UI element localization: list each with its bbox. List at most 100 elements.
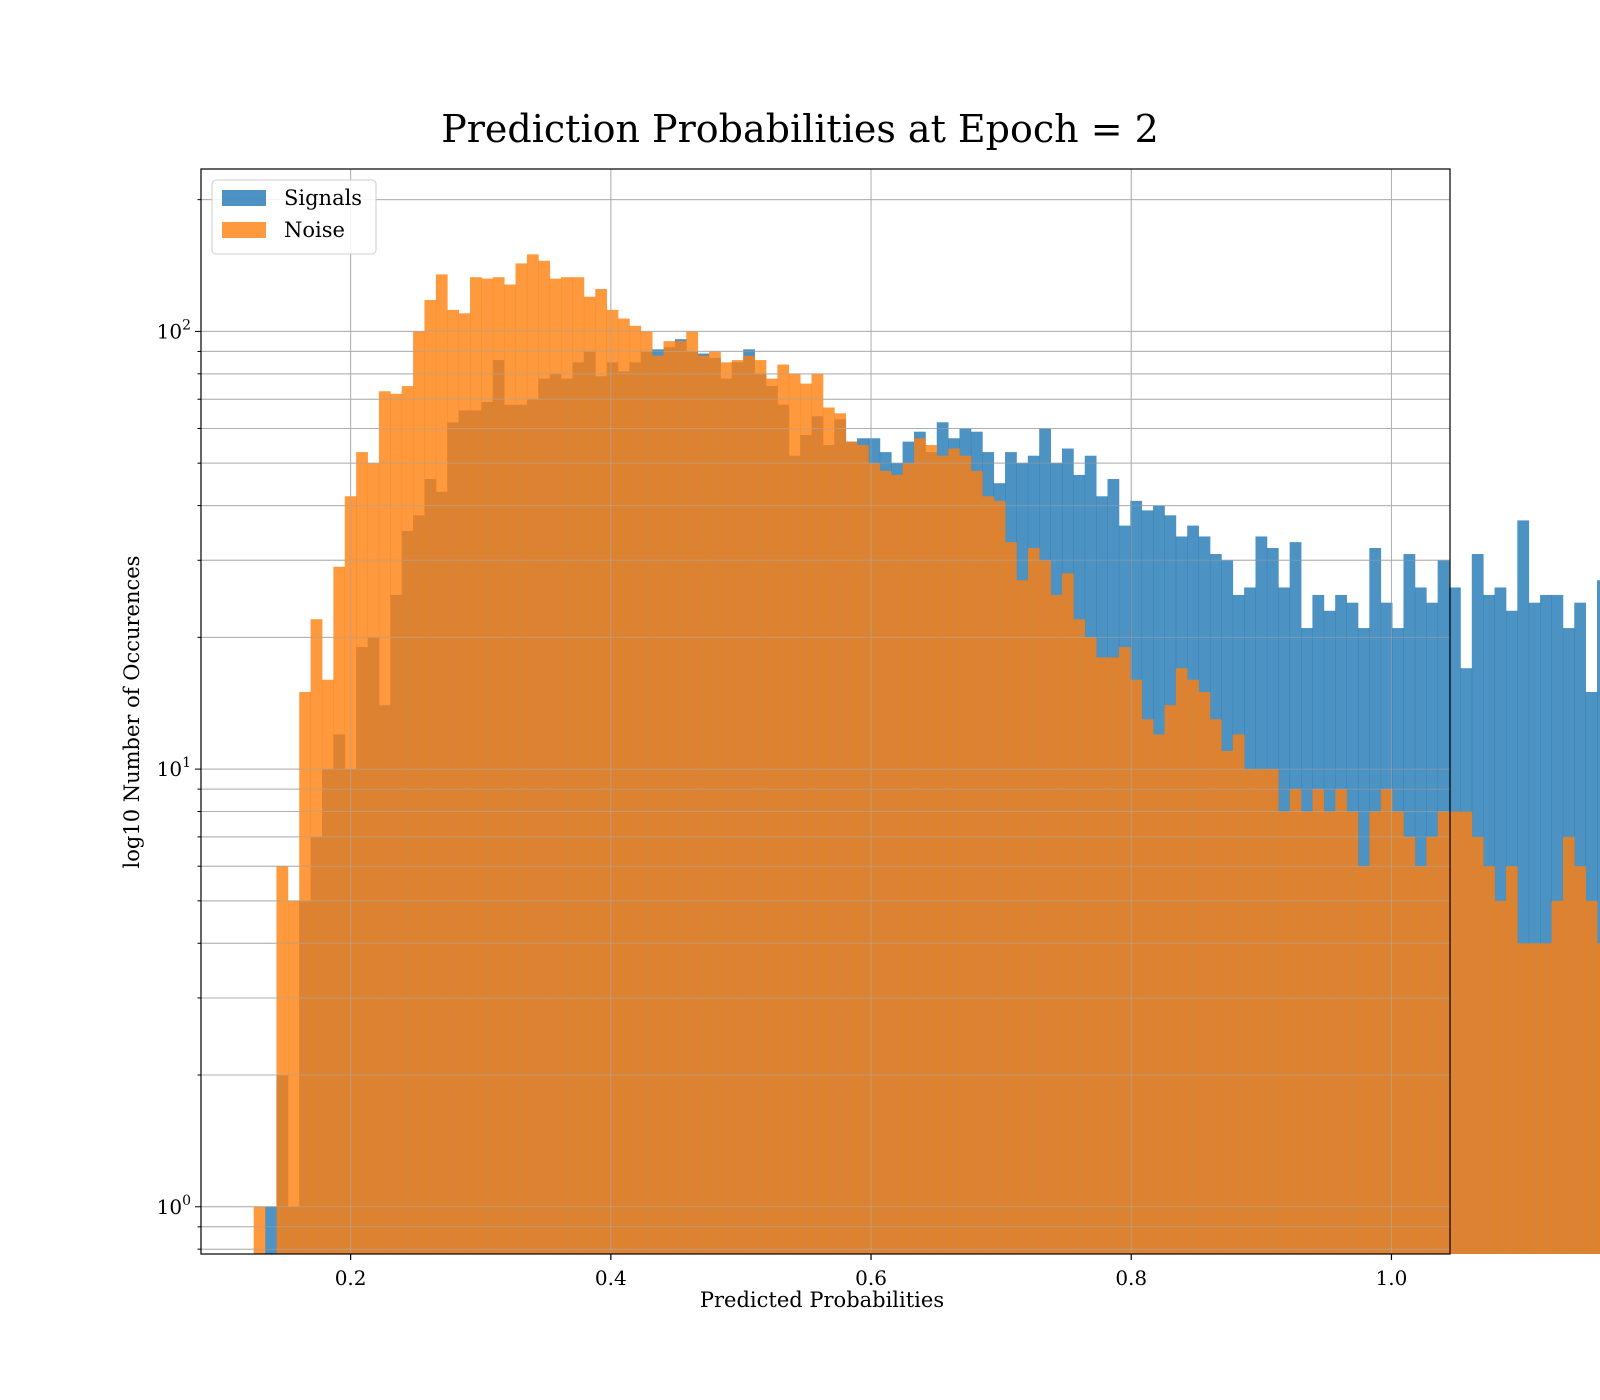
- histogram-bar: [800, 383, 812, 1255]
- histogram-bar: [902, 463, 915, 1254]
- histogram-bar: [549, 278, 562, 1254]
- legend-swatch: [222, 222, 266, 238]
- histogram-bar: [526, 254, 539, 1255]
- histogram-bar: [1118, 647, 1131, 1254]
- histogram-bar: [640, 331, 653, 1254]
- histogram-bar: [1414, 866, 1427, 1254]
- histogram-bar: [1357, 866, 1370, 1254]
- histogram-bar: [413, 331, 425, 1254]
- histogram-bar: [1494, 900, 1507, 1254]
- x-tick-label: 0.6: [855, 1266, 887, 1290]
- histogram-bar: [287, 900, 300, 1254]
- histogram-bar: [538, 260, 551, 1254]
- histogram-bar: [333, 566, 346, 1254]
- histogram-bar: [515, 263, 528, 1254]
- histogram-bar: [572, 277, 585, 1254]
- y-axis-ticks: 100 101 102: [157, 199, 201, 1250]
- histogram-bar: [1528, 602, 1541, 1254]
- histogram-bar: [481, 278, 494, 1254]
- bars-layer: [253, 254, 1600, 1255]
- histogram-bar: [1437, 811, 1450, 1254]
- histogram-bar: [720, 362, 733, 1254]
- histogram-bar: [595, 288, 607, 1254]
- histogram-bar: [1096, 657, 1108, 1254]
- histogram-bar: [1551, 900, 1564, 1254]
- histogram-bar: [1335, 789, 1347, 1254]
- histogram-bar: [1460, 811, 1473, 1254]
- legend: Signals Noise: [211, 179, 377, 255]
- histogram-bar: [788, 373, 801, 1255]
- histogram-bar: [1426, 836, 1439, 1254]
- histogram-bar: [356, 452, 368, 1255]
- histogram-bar: [1016, 580, 1029, 1254]
- histogram-bar: [1289, 789, 1302, 1254]
- histogram-bar: [1061, 573, 1074, 1254]
- histogram-bar: [1153, 734, 1165, 1254]
- histogram-bar: [458, 313, 471, 1254]
- histogram-bar: [1209, 719, 1222, 1254]
- histogram-bar: [1107, 657, 1120, 1254]
- histogram-bar: [765, 378, 778, 1254]
- histogram-bar: [367, 463, 380, 1254]
- histogram-bar: [1528, 943, 1541, 1254]
- histogram-bar: [1562, 836, 1575, 1254]
- histogram-bar: [1403, 836, 1416, 1254]
- histogram-bar: [447, 309, 459, 1254]
- x-tick-label: 0.8: [1115, 1266, 1147, 1290]
- histogram-bar: [1232, 734, 1245, 1254]
- histogram-bar: [868, 463, 881, 1254]
- legend-label: Signals: [284, 186, 362, 210]
- histogram-bar: [1540, 943, 1552, 1254]
- histogram-bar: [606, 309, 619, 1254]
- histogram-bar: [561, 277, 573, 1254]
- histogram-bar: [811, 373, 824, 1255]
- x-tick-label: 0.2: [335, 1266, 367, 1290]
- x-axis-ticks: 0.2 0.4 0.6 0.8 1.0: [335, 1254, 1407, 1290]
- histogram-bar: [1574, 866, 1587, 1254]
- histogram-bar: [834, 413, 847, 1254]
- histogram-bar: [276, 866, 289, 1254]
- histogram-bar: [469, 277, 482, 1254]
- x-axis-label: Predicted Probabilities: [700, 1288, 944, 1312]
- histogram-bar: [1505, 866, 1518, 1254]
- legend-swatch: [222, 190, 266, 206]
- histogram-bar: [1005, 542, 1017, 1254]
- histogram-bar: [822, 407, 835, 1254]
- histogram-bar: [925, 445, 938, 1254]
- x-tick-label: 0.4: [595, 1266, 627, 1290]
- histogram-bar: [1255, 769, 1268, 1254]
- histogram-bar: [743, 355, 755, 1255]
- histogram-bar: [1369, 811, 1382, 1254]
- histogram-bar: [857, 445, 869, 1254]
- histogram-bar: [686, 331, 699, 1254]
- histogram-bar: [299, 692, 312, 1254]
- histogram-bar: [1164, 705, 1177, 1254]
- histogram-bar: [583, 296, 596, 1254]
- histogram-bar: [390, 393, 403, 1255]
- histogram-bar: [845, 441, 858, 1254]
- histogram-bar: [492, 277, 505, 1254]
- histogram-bar: [1039, 560, 1051, 1254]
- histogram-bar: [435, 274, 448, 1254]
- histogram-bar: [1187, 679, 1199, 1254]
- histogram-bar: [1141, 719, 1154, 1254]
- histogram-bar: [1084, 637, 1097, 1254]
- histogram-bar: [1221, 750, 1234, 1254]
- histogram-bar: [1312, 789, 1325, 1254]
- histogram-bar: [378, 391, 391, 1255]
- chart-title: Prediction Probabilities at Epoch = 2: [441, 107, 1159, 151]
- histogram-bar: [401, 386, 414, 1255]
- y-axis-label: log10 Number of Occurences: [120, 556, 144, 869]
- histogram-bar: [1380, 789, 1393, 1254]
- histogram-bar: [879, 470, 892, 1254]
- histogram-bar: [1130, 679, 1143, 1254]
- histogram-bar: [1471, 836, 1484, 1254]
- histogram-bar: [1175, 668, 1188, 1254]
- histogram-bar: [1050, 594, 1063, 1254]
- histogram-bar: [1483, 866, 1495, 1254]
- histogram-bar: [1517, 943, 1530, 1254]
- histogram-bar: [948, 448, 960, 1254]
- histogram-bar: [1346, 811, 1359, 1254]
- histogram-bar: [1540, 594, 1552, 1254]
